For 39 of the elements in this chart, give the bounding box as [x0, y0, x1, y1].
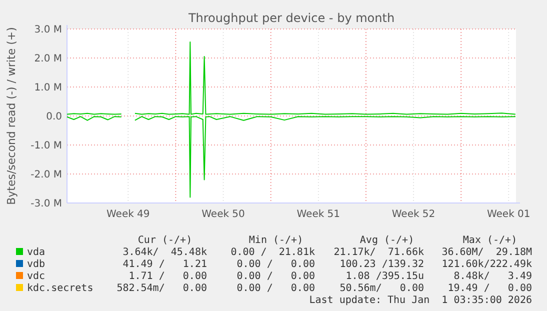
y-tick-label: -3.0 M: [30, 198, 62, 210]
legend-label: vda: [27, 247, 46, 258]
y-tick-label: 2.0 M: [34, 54, 62, 64]
text: 0.00 / 0.00: [236, 271, 315, 282]
legend-label: kdc.secrets: [27, 283, 94, 294]
x-tick-label: Week 01: [486, 209, 530, 220]
text: 3.64k/ 45.48k: [122, 247, 207, 258]
x-tick-label: Week 49: [106, 209, 150, 220]
y-tick-label: 3.0 M: [34, 24, 62, 36]
text: 100.23 /139.32: [340, 259, 424, 270]
legend-label: vdb: [27, 259, 46, 270]
y-axis-title: Bytes/second read (-) / write (+): [5, 27, 18, 205]
text: 0.00 / 21.81k: [230, 247, 315, 258]
text: 8.48k/ 3.49: [454, 271, 532, 282]
text: 41.49 / 1.21: [122, 259, 207, 270]
text: Min (-/+): [248, 235, 304, 246]
x-tick-label: Week 51: [296, 209, 340, 220]
text: 50.56m/ 0.00: [340, 283, 424, 294]
y-tick-label: -2.0 M: [30, 170, 62, 180]
text: 121.60k/222.49k: [442, 259, 532, 270]
text: 21.17k/ 71.66k: [334, 247, 424, 258]
y-tick-label: -1.0 M: [30, 140, 62, 152]
text: 0.00 / 0.00: [236, 283, 315, 294]
y-tick-label: 0.0: [46, 112, 62, 122]
y-tick-label: 1.0 M: [34, 82, 62, 94]
text: Avg (-/+): [360, 235, 414, 246]
legend-label: vdc: [27, 271, 46, 282]
text: 0.00 / 0.00: [236, 259, 315, 270]
text: Max (-/+): [462, 235, 518, 246]
text: 1.08 /395.15u: [346, 271, 424, 282]
text: 1.71 / 0.00: [128, 271, 207, 282]
chart-title: Throughput per device - by month: [187, 11, 395, 25]
text: 582.54m/ 0.00: [116, 283, 207, 294]
text: Cur (-/+): [138, 235, 192, 246]
text: 36.60M/ 29.18M: [442, 247, 532, 258]
text: Last update: Thu Jan 1 03:35:00 2026: [309, 295, 532, 306]
x-tick-label: Week 50: [202, 209, 245, 220]
x-tick-label: Week 52: [392, 209, 436, 220]
text: 19.49 / 0.00: [448, 283, 532, 294]
